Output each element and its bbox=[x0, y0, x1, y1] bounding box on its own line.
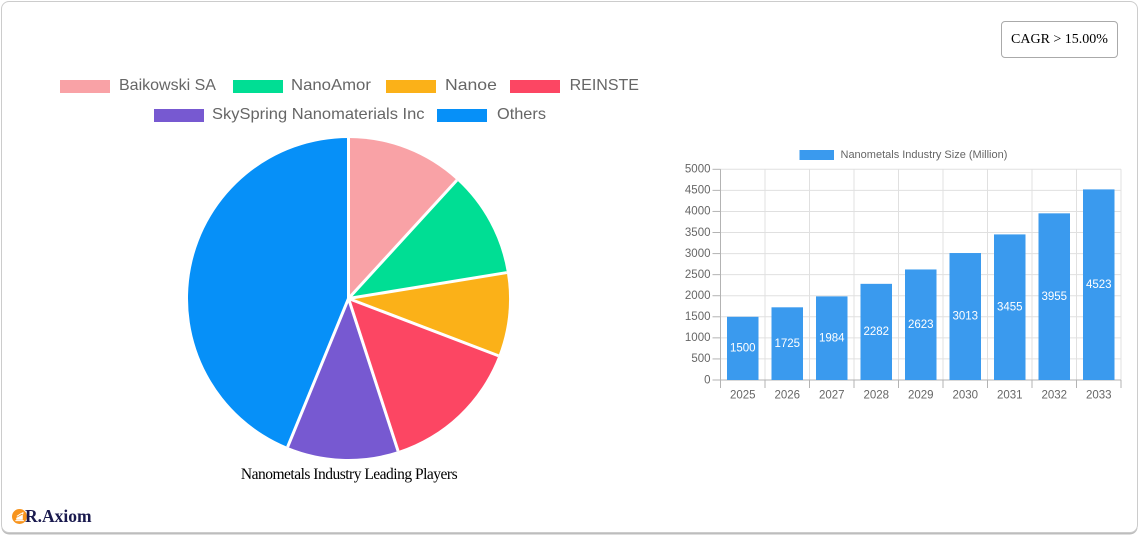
svg-text:2025: 2025 bbox=[730, 390, 756, 402]
svg-text:1500: 1500 bbox=[685, 311, 711, 323]
svg-text:1500: 1500 bbox=[730, 343, 756, 355]
svg-text:2029: 2029 bbox=[908, 390, 934, 402]
svg-text:Nanometals Industry Size (Mill: Nanometals Industry Size (Million) bbox=[841, 149, 1008, 161]
svg-text:2500: 2500 bbox=[685, 269, 711, 281]
svg-text:2033: 2033 bbox=[1086, 390, 1112, 402]
svg-text:3000: 3000 bbox=[685, 248, 711, 260]
svg-text:2028: 2028 bbox=[863, 390, 889, 402]
svg-text:4500: 4500 bbox=[685, 185, 711, 197]
svg-text:0: 0 bbox=[704, 374, 710, 386]
svg-text:3955: 3955 bbox=[1041, 291, 1067, 303]
svg-text:4523: 4523 bbox=[1086, 279, 1112, 291]
svg-text:1000: 1000 bbox=[685, 332, 711, 344]
svg-text:3013: 3013 bbox=[952, 311, 978, 323]
svg-text:2027: 2027 bbox=[819, 390, 845, 402]
svg-text:2000: 2000 bbox=[685, 290, 711, 302]
svg-text:2623: 2623 bbox=[908, 319, 934, 331]
svg-text:2031: 2031 bbox=[997, 390, 1023, 402]
svg-text:3500: 3500 bbox=[685, 227, 711, 239]
svg-text:3455: 3455 bbox=[997, 301, 1023, 313]
svg-text:1984: 1984 bbox=[819, 332, 845, 344]
svg-text:1725: 1725 bbox=[774, 338, 800, 350]
svg-text:2282: 2282 bbox=[863, 326, 889, 338]
svg-text:2030: 2030 bbox=[952, 390, 978, 402]
svg-text:2032: 2032 bbox=[1041, 390, 1067, 402]
svg-text:5000: 5000 bbox=[685, 164, 711, 176]
svg-text:4000: 4000 bbox=[685, 206, 711, 218]
svg-text:2026: 2026 bbox=[774, 390, 800, 402]
svg-text:500: 500 bbox=[691, 353, 710, 365]
